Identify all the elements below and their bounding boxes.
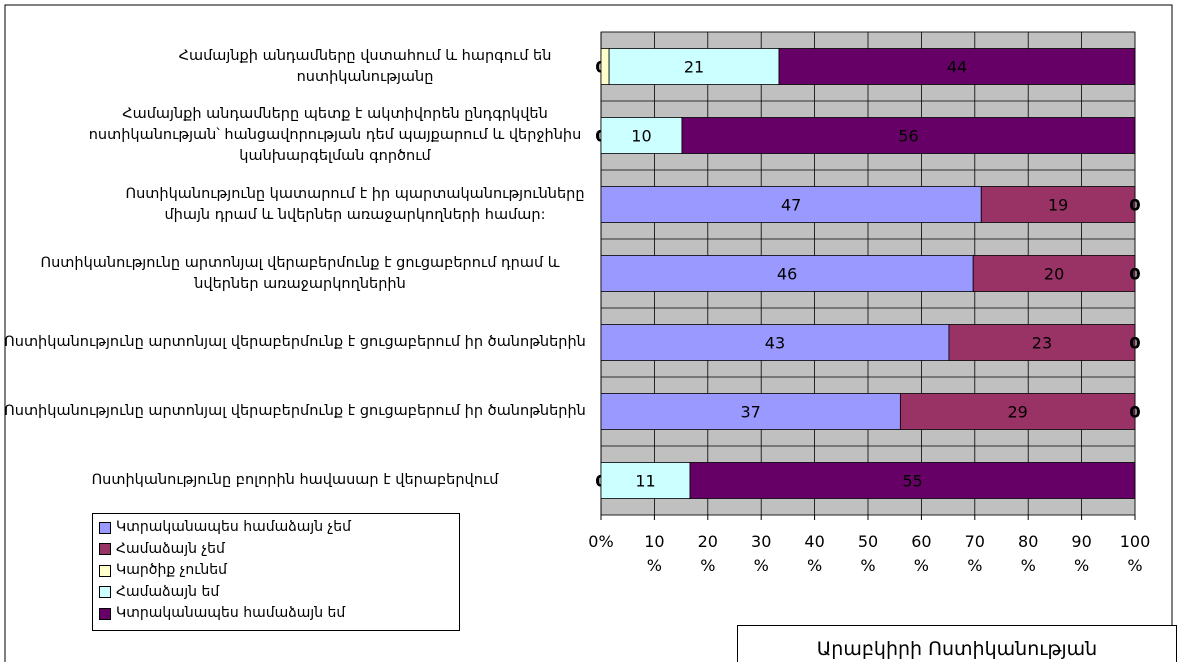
data-label: 37 (741, 403, 761, 422)
data-label: 10 (631, 127, 651, 146)
x-tick-label-part: % (1127, 556, 1142, 575)
legend-item: Կտրականապես համաձայն չեմ (99, 517, 453, 539)
x-tick-label: 60% (911, 532, 931, 575)
x-tick-label: 90% (1071, 532, 1091, 575)
legend-item: Համաձայն չեմ (99, 539, 453, 561)
legend-item: Կարծիք չունեմ (99, 560, 453, 582)
data-label: 0 (1129, 196, 1140, 215)
legend-swatch (99, 586, 111, 599)
x-tick-label: 100% (1120, 532, 1151, 575)
bar-segment (600, 462, 691, 499)
data-label: 0 (1129, 334, 1140, 353)
x-tick-label: 70% (965, 532, 985, 575)
x-tick-label-part: % (754, 556, 769, 575)
data-label: 20 (1044, 265, 1064, 284)
x-tick-label-part: 90 (1071, 532, 1091, 551)
data-label: 0 (1129, 334, 1140, 353)
x-tick-label-part: 50 (858, 532, 878, 551)
bar-segment (681, 117, 1136, 154)
data-label: 0 (1129, 265, 1140, 284)
data-label: 0 (1129, 196, 1140, 215)
legend-item: Կտրականապես համաձայն եմ (99, 603, 453, 625)
data-label: 43 (765, 334, 785, 353)
legend-swatch (99, 521, 111, 534)
data-label: 44 (947, 58, 967, 77)
legend-label: Կտրականապես համաձայն եմ (116, 605, 346, 621)
legend-label: Կարծիք չունեմ (116, 562, 227, 578)
legend-label: Համաձայն եմ (116, 583, 220, 600)
bar-segment (948, 324, 1136, 361)
x-tick-label-part: % (700, 556, 715, 575)
category-label: Համայնքի անդամները պետք է ակտիվորեն ընդգ… (88, 106, 582, 164)
legend-label: Կտրականապես համաձայն չեմ (116, 519, 351, 535)
x-tick-label: 0% (588, 532, 613, 551)
data-label: 11 (635, 472, 655, 491)
legend-swatch (99, 607, 111, 620)
data-label: 47 (781, 196, 801, 215)
data-label: 55 (902, 472, 922, 491)
bar-segment (600, 117, 683, 154)
x-tick-label-part: % (647, 556, 662, 575)
x-tick-label: 10% (644, 532, 664, 575)
legend-item: Համաձայն եմ (99, 582, 453, 604)
legend: Կտրականապես համաձայն չեմ Համաձայն չեմ Կարծ… (92, 513, 460, 631)
data-label: 56 (898, 127, 918, 146)
x-tick-label: 30% (751, 532, 771, 575)
x-tick-label-part: 100 (1120, 532, 1151, 551)
annotation: Արաբկիրի Ոստիկանության (737, 625, 1177, 662)
data-label: 21 (684, 58, 704, 77)
x-tick-label: 20% (698, 532, 718, 575)
x-tick-label: 40% (804, 532, 824, 575)
bar-segment (778, 48, 1136, 85)
x-tick-label-part: 40 (804, 532, 824, 551)
x-tick-label-part: 60 (911, 532, 931, 551)
x-tick-label-part: % (860, 556, 875, 575)
legend-swatch (99, 564, 111, 577)
data-label: 46 (777, 265, 797, 284)
chart-border (4, 4, 1173, 662)
data-label: 0 (1129, 196, 1140, 215)
legend-swatch (99, 543, 111, 556)
category-label: Ոստիկանությունը արտոնյալ վերաբերմունք է … (4, 334, 586, 350)
data-label: 0 (1129, 403, 1140, 422)
x-tick-label-part: % (967, 556, 982, 575)
x-tick-label-part: % (1021, 556, 1036, 575)
x-tick-label-part: 70 (965, 532, 985, 551)
data-label: 0 (1129, 334, 1140, 353)
bar-segment (899, 393, 1136, 430)
x-tick-label-part: % (1074, 556, 1089, 575)
data-label: 23 (1032, 334, 1052, 353)
bar-segment (600, 48, 610, 85)
x-tick-label-part: % (914, 556, 929, 575)
x-tick-label-part: % (807, 556, 822, 575)
category-label: Ոստիկանությունը կատարում է իր պարտականու… (125, 185, 585, 223)
category-label: Ոստիկանությունը բոլորին հավասար է վերաբե… (91, 472, 499, 488)
bar-segment (600, 186, 982, 223)
bar-segment (980, 186, 1136, 223)
bar-segment (689, 462, 1136, 499)
data-label: 29 (1008, 403, 1028, 422)
category-label: Ոստիկանությունը արտոնյալ վերաբերմունք է … (40, 254, 560, 292)
data-label: 0 (1129, 265, 1140, 284)
data-label: 0 (1129, 403, 1140, 422)
data-label: 19 (1048, 196, 1068, 215)
x-tick-label-part: 10 (644, 532, 664, 551)
category-label: Ոստիկանությունը արտոնյալ վերաբերմունք է … (4, 403, 586, 419)
x-tick-label-part: 20 (698, 532, 718, 551)
data-label: 0 (1129, 403, 1140, 422)
data-label: 0 (1129, 265, 1140, 284)
bar-segment (600, 324, 950, 361)
bar-segment (972, 255, 1136, 292)
x-tick-label: 50% (858, 532, 878, 575)
bar-segment (600, 255, 974, 292)
bar-segment (600, 393, 901, 430)
x-tick-label: 80% (1018, 532, 1038, 575)
legend-label: Համաձայն չեմ (116, 540, 225, 557)
x-tick-label-part: 30 (751, 532, 771, 551)
category-label: Համայնքի անդամները վստահում և հարգում են… (178, 47, 552, 85)
x-tick-label-part: 80 (1018, 532, 1038, 551)
